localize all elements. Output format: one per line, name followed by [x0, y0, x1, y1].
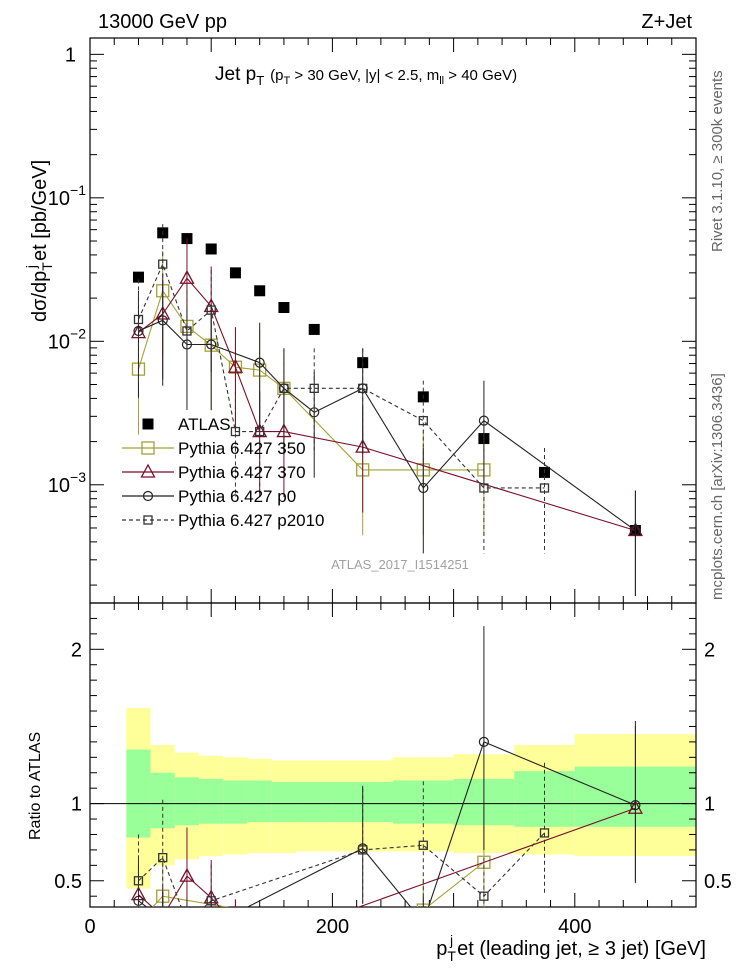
legend-marker	[142, 490, 154, 502]
pythia-6-427-350-ratio-point	[132, 916, 144, 928]
atlas-point	[278, 302, 290, 314]
pythia-6-427-p0-ratio-line	[138, 741, 636, 907]
legend-label: ATLAS	[178, 415, 231, 434]
legend-marker	[143, 515, 153, 525]
y-tick-label: 1	[65, 44, 76, 66]
legend: ATLAS Pythia 6.427 350 Pythia 6.427 370 Pyt…	[122, 415, 325, 530]
pythia-6-427-p2010-point	[133, 314, 144, 325]
pythia-6-427-p2010-line	[137, 262, 545, 489]
band-green	[174, 777, 200, 826]
ratio-y-label: Ratio to ATLAS	[27, 732, 44, 840]
band-green	[296, 782, 333, 823]
pythia-6-427-p0-point	[254, 357, 265, 368]
pythia-6-427-370-line	[138, 277, 636, 532]
ratio-y-tick-label: 1	[71, 794, 82, 816]
pythia-6-427-p2010-point	[479, 483, 489, 493]
x-axis-label: pTj et (leading jet, ≥ 3 jet) [GeV]	[436, 932, 706, 964]
pythia-6-427-p2010-ratio-point	[133, 876, 144, 886]
ratio-y-tick-label: 0.5	[54, 871, 82, 893]
pythia-6-427-p2010-point	[539, 483, 550, 493]
y-tick-label: 10−1	[48, 182, 86, 210]
pythia-6-427-350-ratio-line	[151, 861, 485, 907]
band-green	[199, 778, 224, 824]
rivet-label: Rivet 3.1.10, ≥ 300k events	[709, 70, 726, 252]
ratio-y-tick-label-right: 1	[704, 794, 715, 816]
pythia-6-427-p2010-ratio-point	[418, 840, 428, 850]
pythia-6-427-p2010-ratio-point	[206, 896, 216, 906]
ratio-frame	[89, 602, 697, 908]
pythia-6-427-p2010-ratio-point	[539, 828, 550, 838]
band-green	[223, 780, 248, 824]
pythia-6-427-p2010-point	[279, 383, 289, 394]
pythia-6-427-370-point	[179, 269, 195, 284]
pythia-6-427-370-ratio-point	[253, 935, 266, 947]
pythia-6-427-370-ratio-point	[156, 909, 169, 921]
ratio-y-tick-label-right: 0.5	[704, 871, 732, 893]
pythia-6-427-p2010-point	[158, 259, 168, 269]
pythia-6-427-p0-ratio-point	[158, 915, 167, 924]
pythia-6-427-p0-point	[630, 525, 641, 536]
pythia-6-427-p2010-point	[230, 426, 241, 437]
pythia-6-427-p2010-ratio-point	[183, 918, 191, 926]
pythia-6-427-370-ratio-line	[138, 807, 636, 907]
main-y-label: dσ/dpTjet [pb/GeV]	[23, 160, 55, 322]
pythia-6-427-p0-ratio-point	[182, 926, 191, 935]
pythia-6-427-p2010-point	[418, 415, 428, 426]
legend-label: Pythia 6.427 350	[178, 439, 306, 458]
pythia-6-427-p0-ratio-point	[630, 800, 641, 811]
legend-marker	[140, 463, 156, 478]
energy-label: 13000 GeV pp	[98, 11, 227, 33]
pythia-6-427-p2010-ratio-line	[138, 832, 545, 907]
pythia-6-427-370-ratio-point	[179, 867, 195, 882]
pythia-6-427-370-ratio-point	[229, 917, 242, 929]
ratio-y-tick-label: 2	[71, 639, 82, 661]
pythia-6-427-p0-point	[478, 415, 489, 426]
pythia-6-427-p0-ratio-point	[419, 918, 428, 927]
band-green	[126, 749, 151, 838]
main-plot: 1 10−1 10−2 10−3	[48, 37, 697, 907]
pythia-6-427-p0-line	[138, 319, 636, 531]
analysis-watermark: ATLAS_2017_I1514251	[331, 557, 469, 572]
ratio-y-tick-label-right: 2	[704, 639, 715, 661]
pythia-6-427-p2010-ratio-point	[479, 891, 489, 901]
ratio-series-group	[130, 626, 643, 947]
pythia-6-427-p0-point	[418, 482, 429, 494]
x-tick-label: 0	[84, 916, 95, 938]
legend-label: Pythia 6.427 p2010	[178, 511, 325, 530]
band-green	[247, 780, 272, 823]
pythia-6-427-p2010-point	[358, 383, 368, 394]
main-series-group	[130, 224, 643, 596]
process-label: Z+Jet	[641, 11, 692, 33]
pythia-6-427-p2010-point	[206, 305, 216, 315]
pythia-6-427-p2010-point	[182, 326, 192, 336]
legend-label: Pythia 6.427 p0	[178, 487, 296, 506]
pythia-6-427-p2010-ratio-point	[358, 845, 368, 855]
pythia-6-427-p2010-point	[309, 383, 319, 394]
atlas-point	[254, 285, 266, 297]
legend-marker	[142, 418, 154, 430]
pythia-6-427-370-point	[227, 358, 244, 373]
x-tick-label: 400	[558, 916, 591, 938]
pythia-6-427-p2010-point	[255, 426, 265, 437]
pythia-6-427-350-ratio-point	[357, 924, 369, 936]
pythia-6-427-350-line	[137, 289, 484, 471]
atlas-point	[205, 243, 217, 255]
pythia-6-427-p0-ratio-point	[207, 921, 216, 930]
legend-marker	[141, 441, 155, 455]
pythia-6-427-p0-ratio-point	[478, 736, 489, 747]
band-green	[271, 782, 297, 823]
mcplots-label: mcplots.cern.ch [arXiv:1306.3436]	[709, 373, 726, 600]
x-tick-label: 200	[316, 916, 349, 938]
atlas-point	[132, 271, 144, 283]
atlas-point	[229, 267, 241, 279]
pythia-6-427-p2010-ratio-point	[158, 852, 168, 863]
ratio-plot: 0 200 400 0.5 0.5 1 1 2 2	[54, 602, 732, 947]
atlas-point	[308, 323, 320, 335]
y-tick-label: 10−2	[48, 325, 86, 353]
y-tick-label: 10−3	[48, 469, 86, 497]
legend-label: Pythia 6.427 370	[178, 463, 306, 482]
main-title: Jet pT (pT > 30 GeV, |y| < 2.5, mll > 40 …	[215, 64, 517, 88]
